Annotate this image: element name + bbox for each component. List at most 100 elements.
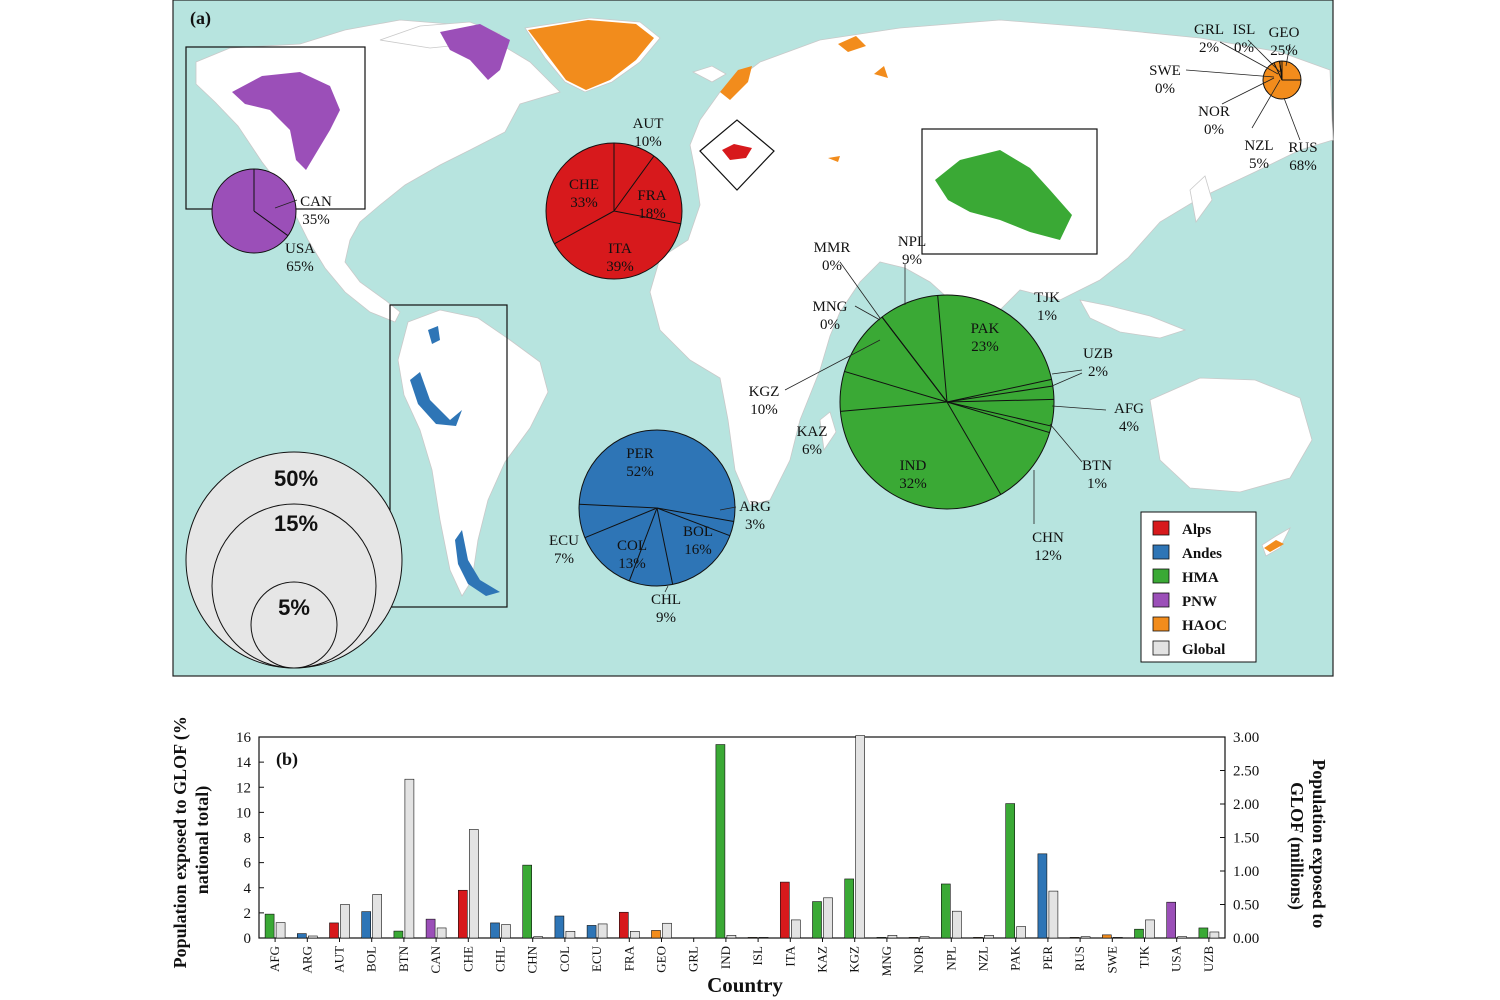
inset-box-hma	[921, 128, 1098, 255]
pie-label-pct: 13%	[618, 556, 646, 572]
pie-label-usa: USA 65%	[285, 241, 315, 275]
pie-label-nor: NOR 0%	[1198, 104, 1230, 138]
bar-national-col	[554, 915, 565, 939]
pie-slice-kgz	[844, 370, 948, 403]
x-ticks: AFG ARG AUT BOL BTN CAN CHE CHL CHN COL ECU FRA GEO G…	[267, 938, 1216, 976]
x-tick-label-isl: ISL	[750, 946, 765, 966]
pie-charts	[211, 60, 1302, 587]
pie-label-ind: IND 32%	[899, 458, 927, 492]
pie-alps	[545, 142, 683, 280]
leader-mng	[854, 305, 881, 321]
bar-global-per	[1048, 890, 1059, 939]
scale-circles: 50% 15% 5%	[185, 451, 403, 669]
pie-label-pct: 3%	[745, 517, 765, 533]
russia-glaciers	[874, 66, 888, 78]
pie-label-pct: 52%	[626, 464, 654, 480]
scale-circle-5	[250, 581, 338, 669]
y-tick-label-right: 2.50	[1233, 764, 1259, 780]
bar-national-kaz	[812, 901, 822, 939]
pie-label-geo: GEO 25%	[1269, 25, 1300, 59]
leader-chl	[664, 585, 669, 593]
leader-nor	[1221, 77, 1275, 105]
pie-label-aut: AUT 10%	[633, 116, 664, 150]
legend-swatch-alps	[1152, 520, 1170, 536]
pie-label-code: KAZ	[797, 424, 828, 440]
bar-national-afg	[264, 913, 275, 939]
y-tick-label-right: 0.50	[1233, 898, 1259, 914]
pie-label-code: ECU	[549, 533, 579, 549]
legend-label-hma: HMA	[1182, 570, 1219, 586]
bar-global-fra	[629, 930, 640, 939]
x-tick-label-kaz: KAZ	[815, 946, 830, 973]
pie-label-tjk: TJK 1%	[1034, 290, 1060, 324]
pie-slice-arg	[656, 507, 734, 523]
x-tick-label-tjk: TJK	[1137, 945, 1152, 968]
leader-arg	[719, 506, 737, 511]
leader-afg	[1051, 405, 1107, 411]
bar-national-chn	[522, 864, 533, 939]
pie-label-code: AFG	[1114, 401, 1144, 417]
pie-label-pct: 10%	[634, 134, 662, 150]
bar-global-ecu	[597, 923, 608, 939]
x-tick-label-mng: MNG	[879, 946, 894, 976]
pie-label-uzb: UZB 2%	[1083, 346, 1113, 380]
bars	[264, 735, 1220, 939]
pie-label-pct: 4%	[1119, 419, 1139, 435]
x-tick-label-nzl: NZL	[976, 946, 991, 971]
pie-label-code: UZB	[1083, 346, 1113, 362]
pie-label-chn: CHN 12%	[1032, 530, 1064, 564]
x-tick-label-kgz: KGZ	[847, 946, 862, 973]
pie-slice-npl	[881, 316, 948, 403]
legend-label-andes: Andes	[1182, 546, 1222, 562]
y-tick-label-left: 2	[244, 906, 252, 922]
pie-label-code: AUT	[633, 116, 664, 132]
pie-slice-pak	[937, 295, 948, 403]
hma-glaciers	[935, 150, 1072, 240]
caucasus-glaciers	[828, 156, 840, 162]
pie-label-code: NPL	[898, 234, 926, 250]
bar-global-aut	[340, 904, 350, 939]
inset-boxes	[185, 46, 1098, 608]
y-tick-label-right: 2.00	[1233, 797, 1259, 813]
x-tick-label-arg: ARG	[299, 946, 314, 973]
leader-nzl	[1251, 79, 1281, 129]
pie-label-rus: RUS 68%	[1288, 140, 1317, 174]
x-tick-label-aut: AUT	[332, 946, 347, 973]
bar-global-che	[468, 829, 479, 939]
pie-label-che: CHE 33%	[569, 177, 599, 211]
pie-label-pct: 10%	[750, 402, 778, 418]
legend-label-global: Global	[1182, 642, 1225, 658]
bar-global-rus	[1080, 936, 1091, 939]
x-tick-label-uzb: UZB	[1201, 946, 1216, 972]
pie-label-per: PER 52%	[626, 446, 654, 480]
australia-landmass	[1149, 377, 1313, 493]
legend-swatch-hma	[1152, 568, 1170, 584]
panel-a-map: (a) 50% 15% 5%	[172, 0, 1334, 677]
pie-label-code: CAN	[300, 194, 332, 210]
bar-national-rus	[1069, 937, 1080, 939]
pie-label-code: ARG	[739, 499, 771, 515]
eurasia-africa-landmass	[649, 19, 1334, 506]
bar-global-ita	[790, 919, 801, 939]
pie-label-mng: MNG 0%	[812, 299, 847, 333]
leader-uzb	[1051, 372, 1083, 387]
bar-national-swe	[1102, 934, 1112, 939]
pie-label-code: FRA	[637, 188, 666, 204]
bar-global-kgz	[855, 735, 866, 939]
pie-label-pct: 0%	[822, 258, 842, 274]
bar-national-arg	[296, 933, 307, 939]
pie-label-code: COL	[617, 538, 647, 554]
x-tick-label-pak: PAK	[1008, 945, 1023, 970]
bar-global-usa	[1177, 936, 1187, 939]
leader-btn	[1049, 423, 1083, 463]
pie-label-pct: 16%	[684, 542, 712, 558]
pie-slice-fra	[613, 155, 655, 212]
pie-label-pct: 9%	[902, 252, 922, 268]
pie-label-kgz: KGZ 10%	[749, 384, 780, 418]
bar-national-geo	[651, 930, 661, 939]
pie-slice-btn	[946, 401, 1052, 427]
nz-glaciers	[1264, 540, 1284, 552]
bar-global-kaz	[823, 897, 833, 939]
y-tick-label-right: 3.00	[1233, 730, 1259, 746]
